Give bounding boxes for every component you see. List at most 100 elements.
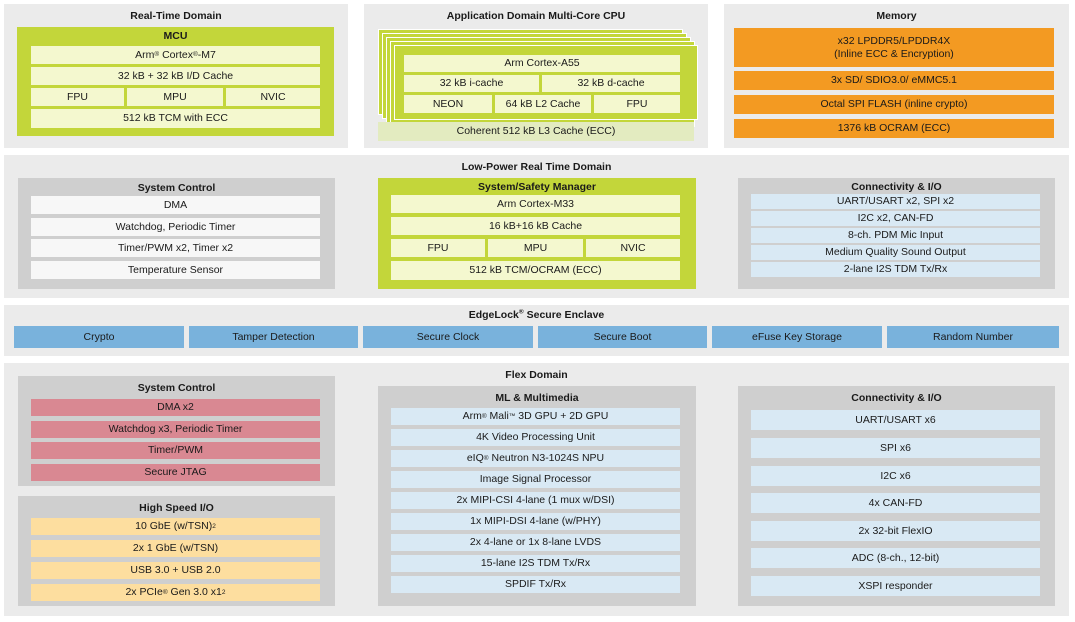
lp-connectivity-block: Connectivity & I/O UART/USART x2, SPI x2… [738, 178, 1055, 289]
lp-system-control-block: System Control DMA Watchdog, Periodic Ti… [18, 178, 335, 289]
flex-conn-item: UART/USART x6 [751, 410, 1040, 430]
a55-dcache-cell: 32 kB d-cache [542, 75, 680, 92]
m33-core-cell: Arm Cortex-M33 [391, 195, 680, 213]
ml-gpu-text-c: 3D GPU + 2D GPU [515, 410, 609, 423]
flex-conn-item: XSPI responder [751, 576, 1040, 596]
lp-sysctl-item: Watchdog, Periodic Timer [31, 218, 320, 236]
secure-enclave-title-b: Secure Enclave [523, 309, 605, 321]
lp-sysctl-item: Timer/PWM x2, Timer x2 [31, 239, 320, 257]
application-domain-title: Application Domain Multi-Core CPU [446, 10, 626, 22]
ml-isp-cell: Image Signal Processor [391, 471, 680, 488]
memory-ospi-cell: Octal SPI FLASH (inline crypto) [734, 95, 1054, 114]
mcu-title: MCU [163, 30, 188, 42]
mcu-cache-cell: 32 kB + 32 kB I/D Cache [31, 67, 320, 85]
memory-sd-cell: 3x SD/ SDIO3.0/ eMMC5.1 [734, 71, 1054, 90]
secure-boot-cell: Secure Boot [538, 326, 707, 348]
flex-conn-item: SPI x6 [751, 438, 1040, 458]
mcu-tcm-cell: 512 kB TCM with ECC [31, 109, 320, 128]
mcu-core-text-c: -M7 [197, 48, 216, 61]
ml-gpu-text-a: Arm [462, 410, 482, 423]
hsio-10gbe-cell: 10 GbE (w/TSN) 2 [31, 518, 320, 535]
ml-lvds-cell: 2x 4-lane or 1x 8-lane LVDS [391, 534, 680, 551]
ml-multimedia-block: ML & Multimedia Arm ® Mali ™ 3D GPU + 2D G… [378, 386, 696, 606]
memory-ocram-cell: 1376 kB OCRAM (ECC) [734, 119, 1054, 138]
flex-sysctl-item: DMA x2 [31, 399, 320, 416]
secure-enclave-title-a: EdgeLock [468, 309, 519, 321]
m33-tcm-cell: 512 kB TCM/OCRAM (ECC) [391, 261, 680, 280]
ml-npu-text-b: Neutron N3-1024S NPU [488, 452, 605, 465]
high-speed-io-title: High Speed I/O [139, 502, 214, 514]
lp-conn-item: 8-ch. PDM Mic Input [751, 228, 1040, 243]
lp-connectivity-title: Connectivity & I/O [851, 181, 942, 193]
secure-enclave-panel: EdgeLock® Secure Enclave Crypto Tamper D… [4, 305, 1069, 356]
hsio-pcie-text-b: Gen 3.0 x1 [167, 586, 222, 599]
lp-conn-item: I2C x2, CAN-FD [751, 211, 1040, 226]
lp-conn-item: 2-lane I2S TDM Tx/Rx [751, 262, 1040, 277]
memory-title: Memory [876, 10, 917, 22]
ml-gpu-text-b: Mali [486, 410, 509, 423]
m33-nvic-cell: NVIC [586, 239, 680, 257]
a55-core-cell: Arm Cortex-A55 [404, 55, 680, 72]
a55-neon-cell: NEON [404, 95, 492, 113]
ml-npu-cell: eIQ ® Neutron N3-1024S NPU [391, 450, 680, 467]
mcu-core-text-b: Cortex [159, 48, 193, 61]
ml-multimedia-title: ML & Multimedia [495, 392, 579, 404]
flex-conn-item: I2C x6 [751, 466, 1040, 486]
low-power-domain-panel: Low-Power Real Time Domain System Contro… [4, 155, 1069, 298]
flex-domain-panel: Flex Domain System Control DMA x2 Watchd… [4, 363, 1069, 616]
flex-sysctl-item: Watchdog x3, Periodic Timer [31, 421, 320, 438]
mcu-nvic-cell: NVIC [226, 88, 320, 106]
flex-system-control-block: System Control DMA x2 Watchdog x3, Perio… [18, 376, 335, 486]
flex-conn-item: 2x 32-bit FlexIO [751, 521, 1040, 541]
hsio-pcie-text-a: 2x PCIe [125, 586, 163, 599]
ml-spdif-cell: SPDIF Tx/Rx [391, 576, 680, 593]
application-domain-panel: Application Domain Multi-Core CPU Arm Co… [364, 4, 708, 148]
mcu-block: MCU Arm ® Cortex ® -M7 32 kB + 32 kB I/D Ca… [17, 27, 334, 136]
m33-mpu-cell: MPU [488, 239, 583, 257]
flex-conn-item: 4x CAN-FD [751, 493, 1040, 513]
flex-connectivity-block: Connectivity & I/O UART/USART x6 SPI x6 … [738, 386, 1055, 606]
lp-conn-item: Medium Quality Sound Output [751, 245, 1040, 260]
safety-manager-title: System/Safety Manager [478, 181, 596, 193]
flex-domain-title: Flex Domain [505, 369, 568, 381]
secure-enclave-title: EdgeLock® Secure Enclave [4, 309, 1069, 321]
m33-cache-cell: 16 kB+16 kB Cache [391, 217, 680, 235]
mcu-core-cell: Arm ® Cortex ® -M7 [31, 46, 320, 64]
a55-icache-cell: 32 kB i-cache [404, 75, 539, 92]
flex-system-control-title: System Control [137, 382, 216, 394]
hsio-usb-cell: USB 3.0 + USB 2.0 [31, 562, 320, 579]
mcu-mpu-cell: MPU [127, 88, 223, 106]
mcu-fpu-cell: FPU [31, 88, 124, 106]
ml-gpu-cell: Arm ® Mali ™ 3D GPU + 2D GPU [391, 408, 680, 425]
flex-connectivity-title: Connectivity & I/O [851, 392, 942, 404]
hsio-10gbe-text: 10 GbE (w/TSN) [135, 520, 213, 533]
lp-system-control-title: System Control [137, 182, 216, 194]
m33-fpu-cell: FPU [391, 239, 485, 257]
ml-csi-cell: 2x MIPI-CSI 4-lane (1 mux w/DSI) [391, 492, 680, 509]
hsio-1gbe-cell: 2x 1 GbE (w/TSN) [31, 540, 320, 557]
ml-dsi-cell: 1x MIPI-DSI 4-lane (w/PHY) [391, 513, 680, 530]
secure-tamper-cell: Tamper Detection [189, 326, 358, 348]
secure-efuse-cell: eFuse Key Storage [712, 326, 882, 348]
cpu-core-block: Arm Cortex-A55 32 kB i-cache 32 kB d-cac… [394, 45, 698, 120]
ml-npu-text-a: eIQ [466, 452, 484, 465]
safety-manager-block: System/Safety Manager Arm Cortex-M33 16 … [378, 178, 696, 289]
lp-sysctl-item: Temperature Sensor [31, 261, 320, 279]
secure-enclave-mark: ® [518, 308, 524, 316]
l3-cache-cell: Coherent 512 kB L3 Cache (ECC) [378, 122, 694, 141]
a55-fpu-cell: FPU [594, 95, 680, 113]
real-time-domain-title: Real-Time Domain [130, 10, 222, 22]
mcu-core-text-a: Arm [135, 48, 155, 61]
flex-conn-item: ADC (8-ch., 12-bit) [751, 548, 1040, 568]
high-speed-io-block: High Speed I/O 10 GbE (w/TSN) 2 2x 1 GbE … [18, 496, 335, 606]
ml-vpu-cell: 4K Video Processing Unit [391, 429, 680, 446]
a55-l2-cell: 64 kB L2 Cache [495, 95, 591, 113]
lp-sysctl-item: DMA [31, 196, 320, 214]
memory-lpddr-cell: x32 LPDDR5/LPDDR4X (Inline ECC & Encrypt… [734, 28, 1054, 67]
flex-sysctl-item: Secure JTAG [31, 464, 320, 481]
secure-clock-cell: Secure Clock [363, 326, 533, 348]
hsio-pcie-cell: 2x PCIe ® Gen 3.0 x1 2 [31, 584, 320, 601]
low-power-domain-title: Low-Power Real Time Domain [461, 161, 612, 173]
real-time-domain-panel: Real-Time Domain MCU Arm ® Cortex ® -M7 32 … [4, 4, 348, 148]
secure-rng-cell: Random Number [887, 326, 1059, 348]
